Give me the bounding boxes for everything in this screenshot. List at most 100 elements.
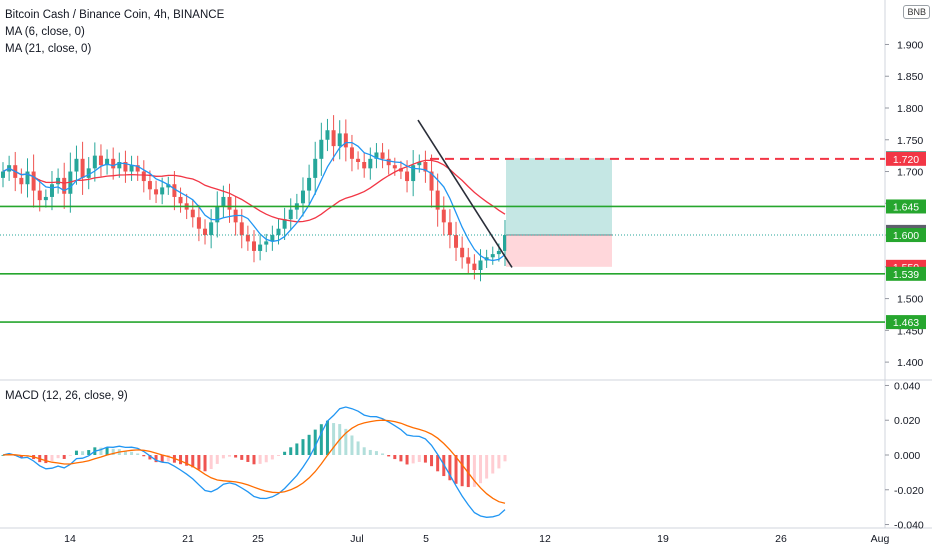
- candle-body: [466, 257, 471, 264]
- candle-body: [215, 206, 220, 223]
- macd-bar: [197, 455, 201, 470]
- candle-body: [319, 139, 324, 159]
- candle-body: [203, 228, 208, 236]
- macd-bar: [448, 455, 452, 481]
- candle-body: [19, 177, 24, 185]
- candle-body: [331, 130, 336, 147]
- price-label-bg: [886, 266, 926, 281]
- macd-bar: [270, 455, 274, 460]
- candle-body: [80, 158, 85, 178]
- price-label-bg: [886, 315, 926, 330]
- candle-body: [441, 209, 446, 223]
- candle-body: [374, 152, 379, 159]
- currency-badge[interactable]: BNB: [903, 5, 930, 19]
- price-label-bg: [886, 199, 926, 214]
- candle-body: [252, 241, 256, 251]
- candle-body: [74, 158, 79, 172]
- macd-bar: [289, 447, 293, 455]
- candle-body: [423, 162, 428, 172]
- ma6-line: [2, 141, 506, 262]
- candle-body: [460, 247, 465, 258]
- time-tick-label: 5: [423, 533, 429, 545]
- macd-bar: [479, 455, 483, 484]
- macd-bar: [295, 443, 299, 455]
- macd-bar: [19, 455, 23, 458]
- macd-legend: MACD (12, 26, close, 9): [5, 390, 128, 402]
- macd-tick-label: -0.020: [894, 485, 924, 497]
- macd-bar: [350, 435, 354, 455]
- macd-bar: [123, 451, 127, 455]
- trendline: [417, 119, 513, 268]
- macd-bar: [423, 455, 427, 463]
- macd-bar: [209, 455, 213, 470]
- candle-body: [300, 190, 305, 204]
- candle-body: [209, 222, 214, 236]
- macd-bar: [344, 428, 348, 455]
- macd-tick-label: 0.040: [894, 380, 920, 392]
- macd-bar: [130, 451, 134, 455]
- macd-histogram: [1, 420, 507, 488]
- macd-bar: [503, 455, 507, 462]
- macd-bar: [368, 449, 372, 455]
- macd-bar: [301, 439, 305, 455]
- candle-body: [490, 254, 495, 258]
- macd-bar: [307, 434, 311, 455]
- macd-bar: [362, 447, 366, 455]
- macd-bar: [497, 455, 501, 469]
- candle-body: [92, 155, 97, 169]
- ma6-legend: MA (6, close, 0): [5, 26, 85, 38]
- macd-bar: [405, 455, 409, 465]
- candles-group: [1, 115, 507, 282]
- candle-body: [221, 196, 226, 207]
- candle-body: [31, 171, 36, 191]
- candle-body: [313, 158, 318, 178]
- candle-body: [337, 133, 342, 147]
- price-tick-label: 1.900: [897, 39, 923, 51]
- candle-body: [111, 158, 116, 169]
- candle-body: [349, 147, 354, 159]
- candle-body: [62, 177, 67, 194]
- candle-body: [117, 162, 122, 169]
- macd-line: [2, 406, 506, 518]
- price-tick-label: 1.750: [897, 135, 923, 147]
- macd-bar: [411, 455, 415, 464]
- macd-bar: [148, 455, 152, 460]
- macd-bar: [154, 455, 158, 463]
- price-label: 1.539: [893, 269, 919, 281]
- candle-body: [411, 165, 416, 182]
- candle-body: [239, 222, 244, 236]
- price-label: 1.463: [893, 317, 919, 329]
- candle-body: [454, 235, 459, 248]
- candle-body: [503, 235, 507, 251]
- candle-body: [362, 162, 367, 169]
- macd-bar: [136, 453, 140, 455]
- macd-bar: [221, 455, 225, 459]
- candle-body: [435, 190, 440, 210]
- price-tick-label: 1.500: [897, 294, 923, 306]
- candle-body: [386, 158, 391, 166]
- candle-body: [227, 196, 232, 210]
- candle-body: [307, 177, 312, 191]
- candle-body: [380, 152, 385, 159]
- candle-body: [245, 235, 250, 242]
- macd-bar: [203, 455, 207, 472]
- macd-bar: [105, 447, 109, 455]
- time-tick-label: 25: [252, 533, 264, 545]
- candle-body: [43, 196, 48, 201]
- macd-bar: [68, 455, 72, 456]
- macd-bar: [240, 455, 244, 460]
- macd-bar: [62, 455, 66, 459]
- macd-bar: [74, 450, 78, 455]
- candle-body: [447, 222, 452, 236]
- price-label-bg: [886, 228, 926, 243]
- candle-body: [392, 165, 397, 169]
- macd-bar: [111, 448, 115, 455]
- candle-body: [417, 162, 422, 166]
- candle-body: [405, 171, 410, 182]
- price-tick-label: 1.400: [897, 357, 923, 369]
- macd-bar: [246, 455, 250, 462]
- candle-body: [86, 168, 91, 178]
- price-label-bg: [886, 151, 926, 166]
- candle-body: [49, 184, 54, 197]
